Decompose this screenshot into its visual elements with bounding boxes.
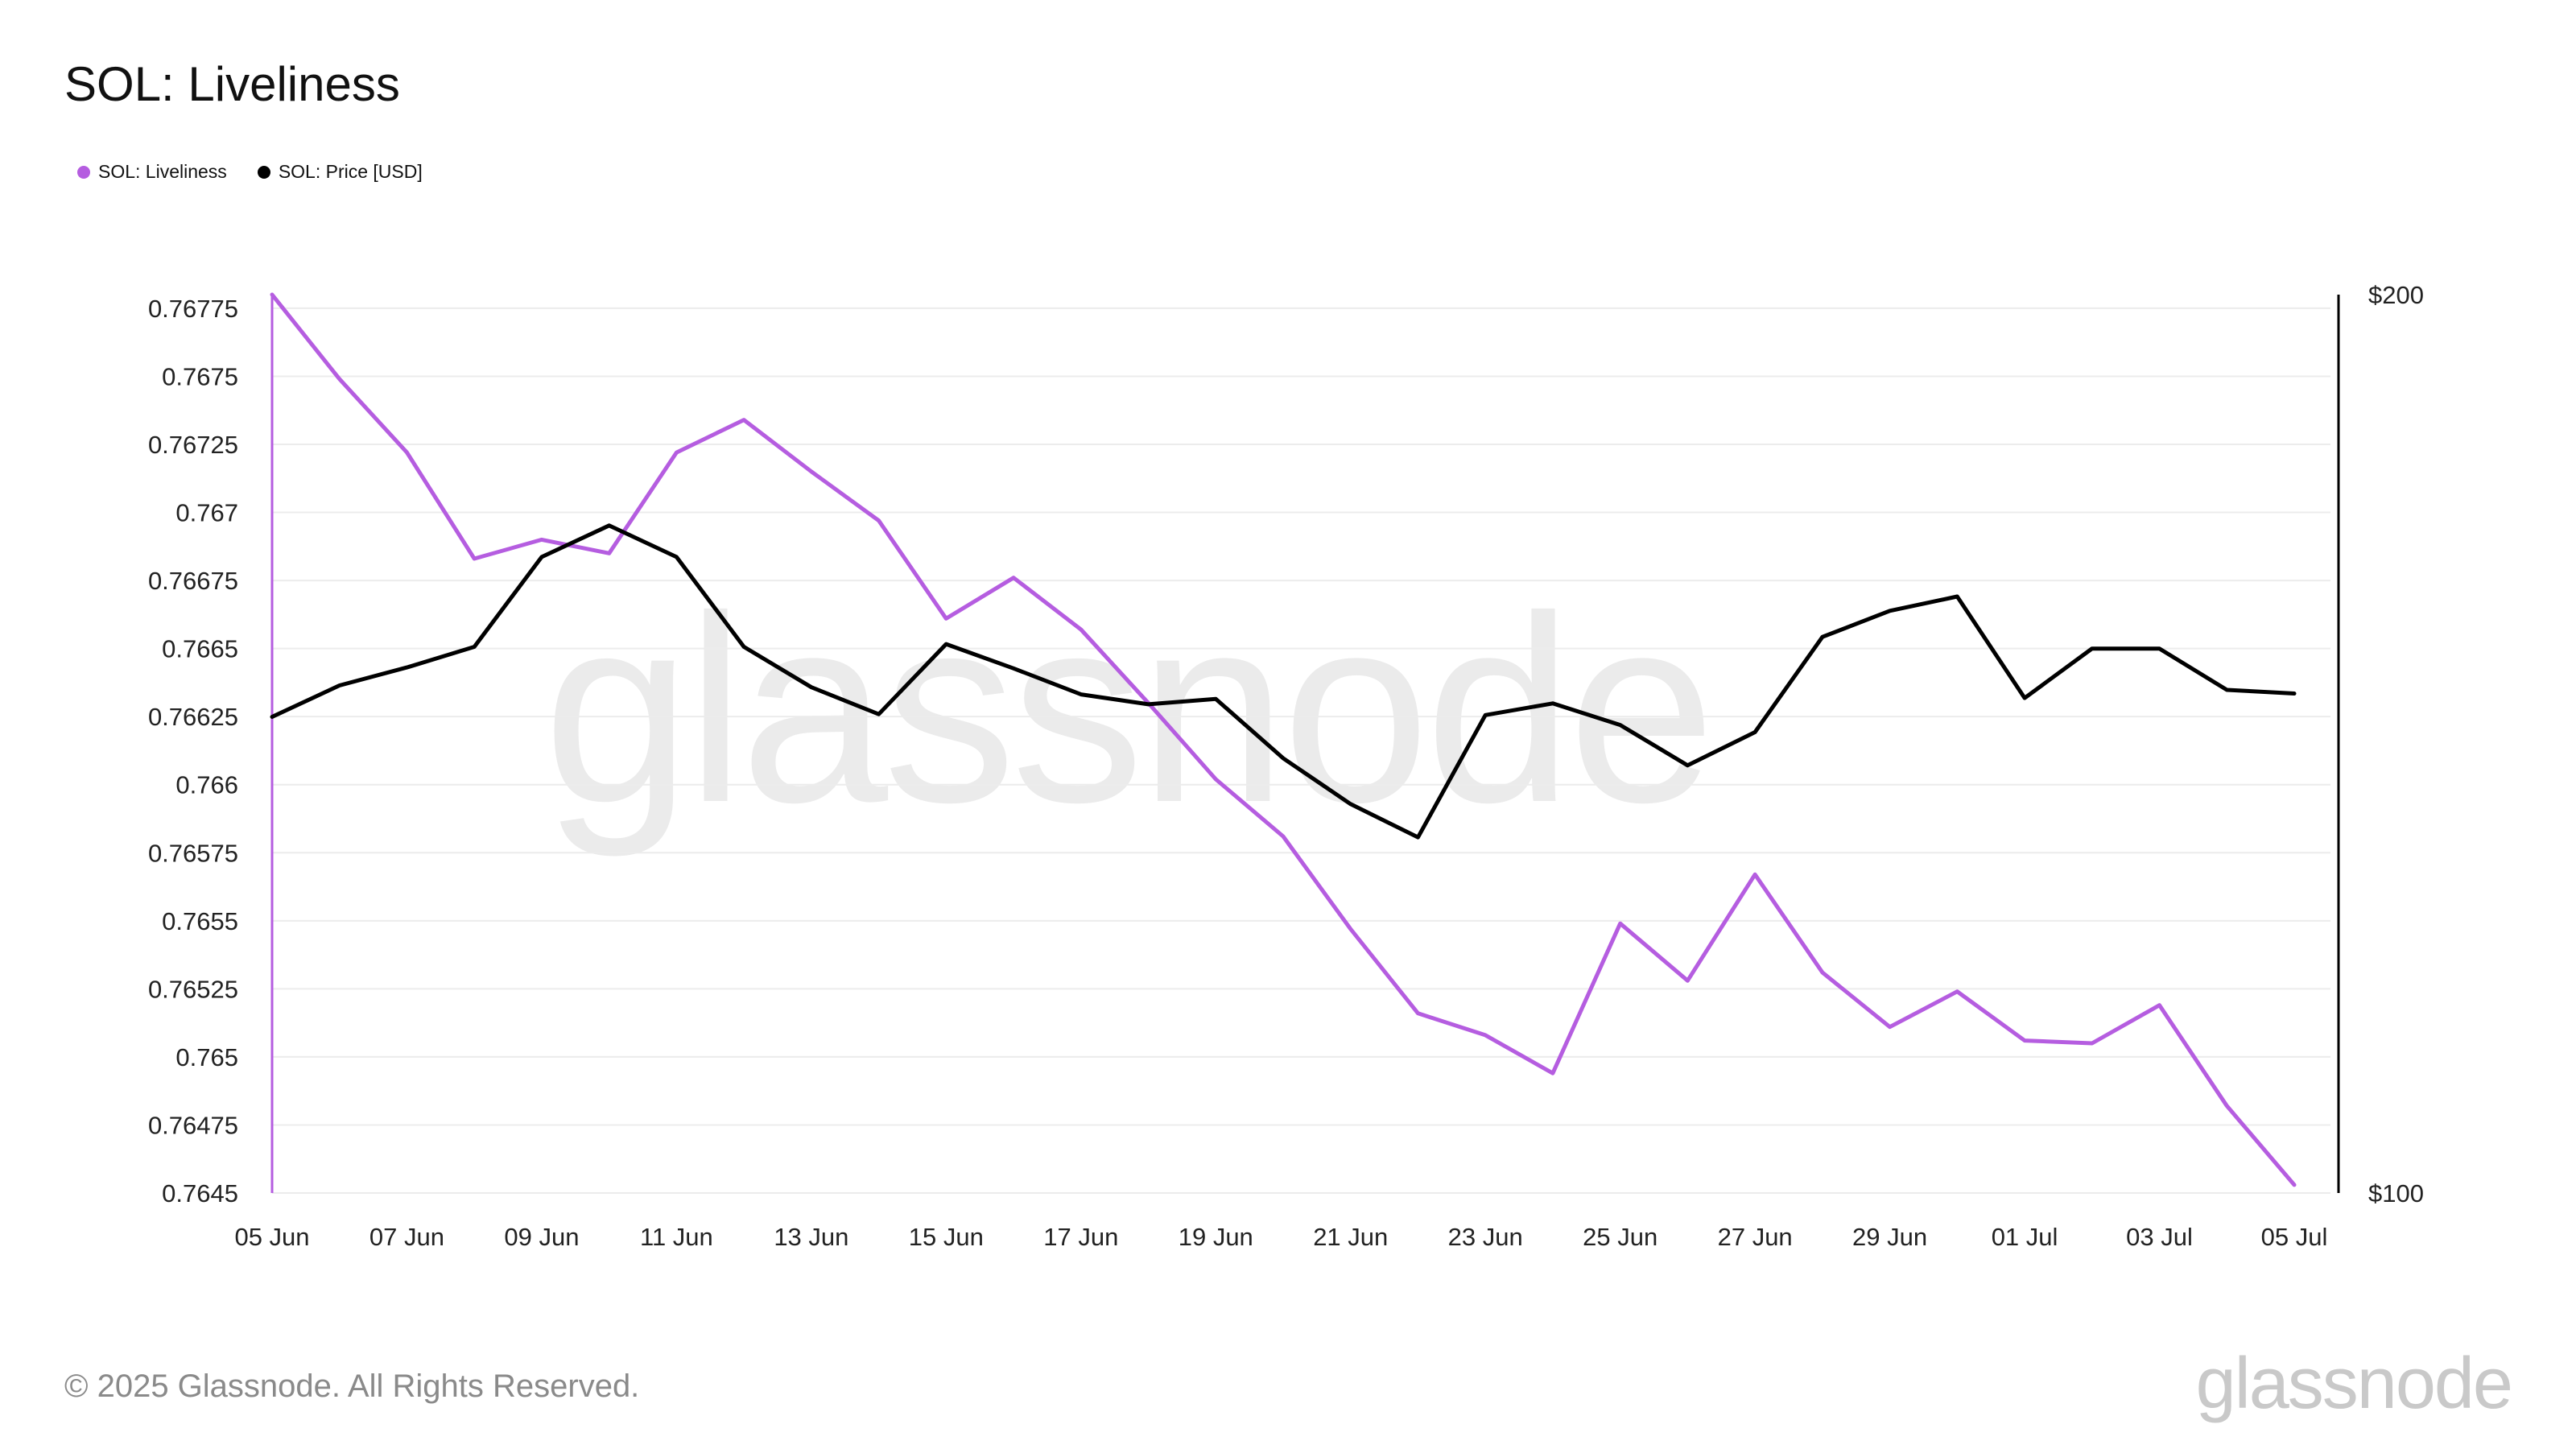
y-left-tick-label: 0.7675 — [162, 362, 238, 390]
x-tick-label: 13 Jun — [774, 1223, 848, 1251]
y-left-tick-label: 0.767 — [175, 499, 238, 527]
x-tick-label: 27 Jun — [1718, 1223, 1793, 1251]
legend-dot-liveliness — [77, 165, 90, 179]
watermark-text: glassnode — [543, 560, 1711, 859]
y-left-tick-label: 0.76525 — [148, 975, 238, 1003]
x-tick-label: 07 Jun — [369, 1223, 444, 1251]
x-tick-label: 05 Jun — [234, 1223, 309, 1251]
x-tick-label: 25 Jun — [1583, 1223, 1657, 1251]
copyright-text: © 2025 Glassnode. All Rights Reserved. — [64, 1368, 640, 1404]
chart-legend: SOL: Liveliness SOL: Price [USD] — [77, 161, 453, 183]
y-right-tick-label: $100 — [2368, 1179, 2424, 1208]
y-left-tick-label: 0.7655 — [162, 907, 238, 935]
axes: 0.7645 0.76475 0.765 0.76525 0.7655 0.76575 0.… — [148, 281, 2424, 1251]
x-tick-label: 09 Jun — [504, 1223, 579, 1251]
y-left-tick-label: 0.766 — [175, 771, 238, 799]
x-tick-label: 17 Jun — [1043, 1223, 1118, 1251]
x-tick-label: 11 Jun — [640, 1223, 713, 1251]
series-lines — [270, 292, 2297, 1187]
chart-title: SOL: Liveliness — [64, 57, 400, 111]
y-left-tick-label: 0.765 — [175, 1043, 238, 1071]
x-tick-label: 29 Jun — [1852, 1223, 1927, 1251]
x-tick-label: 23 Jun — [1448, 1223, 1523, 1251]
y-left-tick-label: 0.7645 — [162, 1179, 238, 1208]
legend-label-price: SOL: Price [USD] — [278, 161, 423, 182]
y-left-tick-label: 0.76625 — [148, 703, 238, 731]
y-left-tick-label: 0.7665 — [162, 635, 238, 663]
y-left-tick-label: 0.76475 — [148, 1111, 238, 1139]
x-tick-label: 05 Jul — [2261, 1223, 2328, 1251]
x-tick-label: 01 Jul — [1992, 1223, 2058, 1251]
y-left-tick-label: 0.76575 — [148, 839, 238, 867]
y-left-tick-label: 0.76775 — [148, 295, 238, 323]
x-tick-label: 21 Jun — [1313, 1223, 1388, 1251]
legend-label-liveliness: SOL: Liveliness — [98, 161, 227, 182]
grid-lines — [272, 307, 2330, 1194]
x-tick-label: 15 Jun — [909, 1223, 984, 1251]
legend-dot-price — [257, 165, 270, 179]
y-left-tick-label: 0.76725 — [148, 431, 238, 459]
legend-item-liveliness[interactable]: SOL: Liveliness — [77, 161, 227, 183]
series-line-liveliness — [270, 292, 2297, 1187]
glassnode-logo: glassnode — [2195, 1344, 2513, 1424]
x-tick-label: 19 Jun — [1179, 1223, 1253, 1251]
x-tick-label: 03 Jul — [2126, 1223, 2193, 1251]
y-right-tick-label: $200 — [2368, 281, 2424, 309]
legend-item-price[interactable]: SOL: Price [USD] — [257, 161, 423, 183]
series-line-price — [270, 523, 2297, 840]
y-left-tick-label: 0.76675 — [148, 567, 238, 595]
